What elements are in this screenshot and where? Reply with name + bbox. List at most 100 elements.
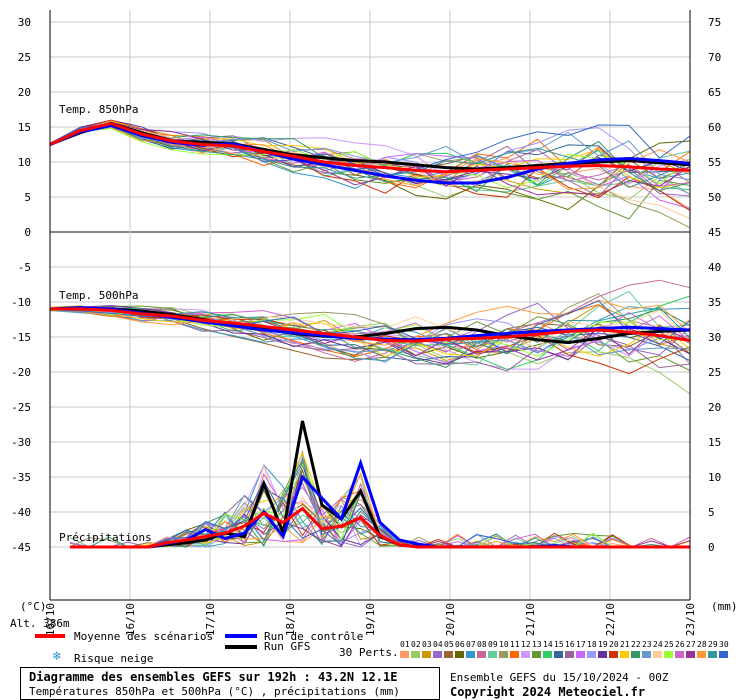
pert-number: 02	[411, 640, 421, 649]
pert-color-swatch	[488, 651, 497, 658]
series-moyenne-des-sc-narios-precip	[70, 506, 690, 549]
pert-number: 16	[565, 640, 575, 649]
x-tick-label: 20/10	[444, 603, 457, 636]
pert-number: 07	[466, 640, 476, 649]
pert-number: 03	[422, 640, 432, 649]
pert-color-swatch	[422, 651, 431, 658]
altitude-label: Alt. 386m	[10, 617, 70, 630]
run-info: Ensemble GEFS du 15/10/2024 - 00Z	[450, 671, 669, 684]
pert-number: 10	[499, 640, 509, 649]
pert-number: 21	[620, 640, 630, 649]
right-tick-label: 35	[708, 296, 721, 309]
pert-color-swatch	[686, 651, 695, 658]
legend-control-swatch	[225, 634, 257, 638]
left-unit-label: (°C)	[20, 600, 47, 613]
pert-color-swatch	[532, 651, 541, 658]
pert-number: 11	[510, 640, 520, 649]
pert-number: 13	[532, 640, 542, 649]
pert-number: 20	[609, 640, 619, 649]
pert-number: 24	[653, 640, 663, 649]
legend-snow-label: Risque neige	[74, 652, 154, 665]
right-tick-label: 25	[708, 366, 721, 379]
pert-number: 23	[642, 640, 652, 649]
pert-color-swatch	[400, 651, 409, 658]
left-tick-label: -35	[11, 471, 31, 484]
right-tick-label: 5	[708, 506, 715, 519]
legend-gfs-label: Run GFS	[264, 640, 311, 653]
snowflake-icon: ❄	[53, 649, 61, 664]
pert-number: 17	[576, 640, 586, 649]
pert-color-swatch	[587, 651, 596, 658]
pert-number: 09	[488, 640, 498, 649]
pert-color-swatch	[631, 651, 640, 658]
pert-number: 18	[587, 640, 597, 649]
pert-number: 05	[444, 640, 454, 649]
pert-color-swatch	[554, 651, 563, 658]
pert-number: 14	[543, 640, 553, 649]
left-tick-label: -45	[11, 541, 31, 554]
left-tick-label: 25	[18, 51, 31, 64]
pert-color-swatch	[675, 651, 684, 658]
left-tick-label: 0	[24, 226, 31, 239]
pert-number: 01	[400, 640, 410, 649]
footer-subtitle: Températures 850hPa et 500hPa (°C) , pré…	[29, 685, 400, 698]
right-tick-label: 45	[708, 226, 721, 239]
pert-color-swatch	[620, 651, 629, 658]
right-tick-label: 50	[708, 191, 721, 204]
right-tick-label: 40	[708, 261, 721, 274]
left-tick-label: 15	[18, 121, 31, 134]
pert-line-850	[49, 123, 691, 211]
pert-number: 08	[477, 640, 487, 649]
left-tick-label: 5	[24, 191, 31, 204]
x-tick-label: 21/10	[524, 603, 537, 636]
legend-gfs-swatch	[225, 645, 257, 649]
label-temp-500: Temp. 500hPa	[59, 289, 138, 302]
legend-perts-label: 30 Perts.	[339, 646, 399, 659]
label-precip: Précipitations	[59, 531, 152, 544]
pert-number: 28	[697, 640, 707, 649]
pert-number: 19	[598, 640, 608, 649]
right-tick-label: 15	[708, 436, 721, 449]
pert-color-swatch	[521, 651, 530, 658]
pert-number: 15	[554, 640, 564, 649]
pert-number: 22	[631, 640, 641, 649]
pert-color-swatch	[466, 651, 475, 658]
copyright: Copyright 2024 Meteociel.fr	[450, 685, 646, 699]
pert-color-swatch	[543, 651, 552, 658]
pert-color-swatch	[455, 651, 464, 658]
pert-line-500	[49, 308, 691, 358]
label-temp-850: Temp. 850hPa	[59, 103, 138, 116]
pert-color-swatch	[411, 651, 420, 658]
pert-line-500	[49, 305, 691, 365]
pert-color-swatch	[576, 651, 585, 658]
pert-color-swatch	[697, 651, 706, 658]
chart-axes: 302520151050-5-10-15-20-25-30-35-40-4575…	[11, 10, 721, 636]
left-tick-label: 20	[18, 86, 31, 99]
pert-line-850	[49, 121, 691, 196]
right-tick-label: 55	[708, 156, 721, 169]
x-tick-label: 16/10	[44, 603, 57, 636]
pert-number: 06	[455, 640, 465, 649]
right-tick-label: 0	[708, 541, 715, 554]
legend-mean-swatch	[35, 634, 65, 638]
right-tick-label: 30	[708, 331, 721, 344]
pert-number: 04	[433, 640, 443, 649]
x-tick-label: 23/10	[684, 603, 697, 636]
pert-color-swatch	[653, 651, 662, 658]
pert-number: 26	[675, 640, 685, 649]
left-tick-label: 10	[18, 156, 31, 169]
pert-color-swatch	[499, 651, 508, 658]
pert-color-swatch	[708, 651, 717, 658]
pert-color-swatch	[565, 651, 574, 658]
left-tick-label: 30	[18, 16, 31, 29]
legend-mean-label: Moyenne des scénarios	[74, 630, 214, 643]
left-tick-label: -15	[11, 331, 31, 344]
pert-number: 30	[719, 640, 729, 649]
left-tick-label: -30	[11, 436, 31, 449]
main-series-lines	[49, 121, 691, 549]
right-tick-label: 60	[708, 121, 721, 134]
left-tick-label: -5	[18, 261, 31, 274]
pert-color-swatch	[477, 651, 486, 658]
right-unit-label: (mm)	[711, 600, 738, 613]
